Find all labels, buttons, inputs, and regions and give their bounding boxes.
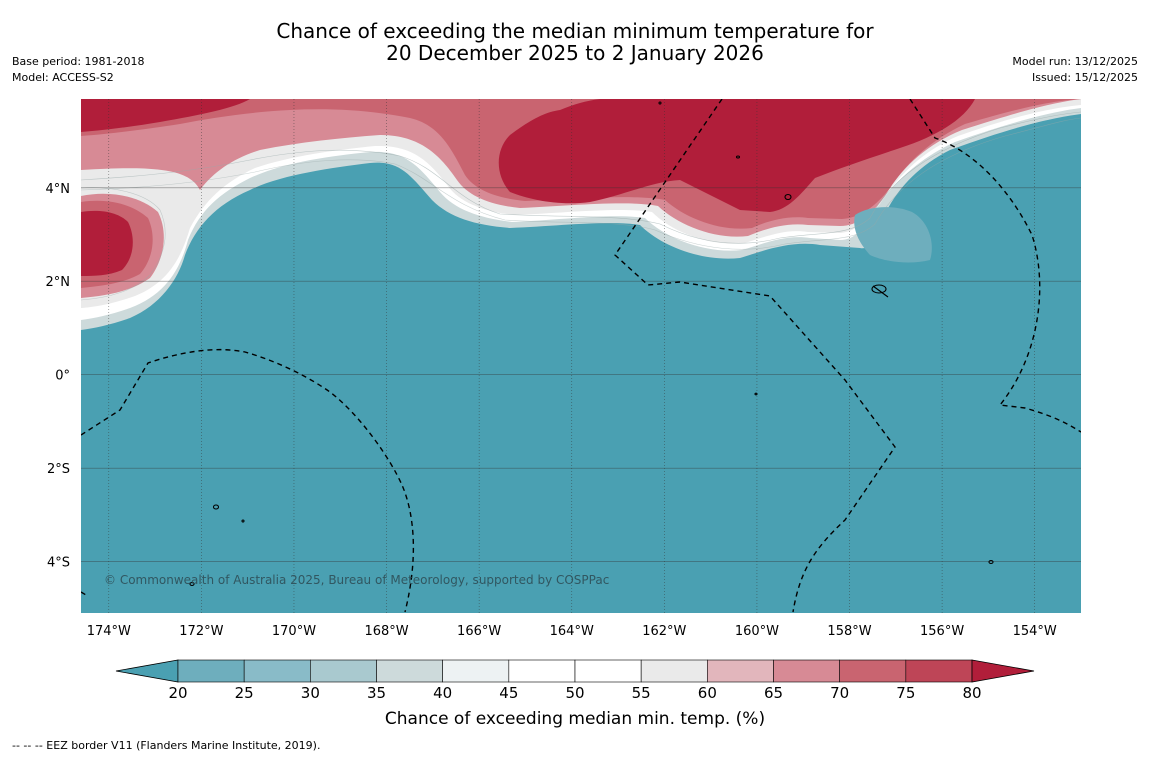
colorbar-segment <box>905 659 973 683</box>
colorbar-tick-label: 65 <box>763 684 784 702</box>
colorbar-segment <box>442 659 510 683</box>
colorbar-tick-label: 75 <box>896 684 916 702</box>
longitude-tick-label: 166°W <box>457 624 501 639</box>
contour-band-80 <box>455 99 1081 212</box>
west-warm-blob-core <box>81 210 133 276</box>
longitude-tick-label: 168°W <box>364 624 408 639</box>
colorbar-segment <box>177 659 245 683</box>
eez-border-phoenix <box>81 348 415 613</box>
colorbar-segment <box>773 659 840 683</box>
colorbar-segment <box>376 659 443 683</box>
eez-border-kiribati-line <box>614 99 896 613</box>
colorbar-segment <box>508 659 576 683</box>
contour-line-b <box>81 117 1081 250</box>
colorbar-segment <box>839 659 907 683</box>
island-small-2 <box>658 101 662 105</box>
longitude-tick-label: 154°W <box>1013 624 1057 639</box>
colorbar-segment <box>310 659 377 683</box>
colorbar-tick-label: 35 <box>366 684 387 702</box>
longitude-labels: 174°W 172°W 170°W 168°W 166°W 164°W 162°W 160°W… <box>87 624 1057 639</box>
longitude-tick-label: 156°W <box>920 624 964 639</box>
colorbar-under-arrow <box>115 659 179 683</box>
colorbar-segment <box>243 659 311 683</box>
longitude-tick-label: 174°W <box>87 624 131 639</box>
island-phoenix-1 <box>212 504 220 510</box>
colorbar <box>115 659 1035 683</box>
colorbar-over-arrow <box>971 659 1035 683</box>
island-phoenix-2 <box>241 519 245 523</box>
island-small-3 <box>754 392 758 396</box>
contour-band-80-west <box>81 99 250 132</box>
eez-border-east <box>909 99 1081 433</box>
colorbar-tick-label: 25 <box>234 684 254 702</box>
map-title-line-2: 20 December 2025 to 2 January 2026 <box>386 41 764 65</box>
graticule <box>81 99 1081 613</box>
eez-borders <box>81 99 1081 613</box>
copyright-notice: © Commonwealth of Australia 2025, Bureau… <box>104 573 609 587</box>
base-period: Base period: 1981-2018 <box>12 55 145 68</box>
colorbar-tick-label: 70 <box>830 684 850 702</box>
colorbar-segment <box>640 659 708 683</box>
colorbar-tick-label: 80 <box>962 684 982 702</box>
island-east-1 <box>988 559 994 565</box>
colorbar-tick-label: 40 <box>433 684 453 702</box>
latitude-tick-label: 2°S <box>47 462 70 477</box>
longitude-tick-label: 162°W <box>642 624 686 639</box>
island-malden <box>784 193 792 201</box>
longitude-tick-label: 172°W <box>179 624 223 639</box>
map-title-line-1: Chance of exceeding the median minimum t… <box>276 19 874 43</box>
cool-tongue-157w <box>854 207 932 263</box>
latitude-tick-label: 2°N <box>46 275 71 290</box>
colorbar-label: Chance of exceeding median min. temp. (%… <box>384 709 766 729</box>
metadata-right: Model run: 13/12/2025 Issued: 15/12/2025 <box>1012 54 1138 86</box>
colorbar-tick-label: 60 <box>697 684 717 702</box>
latitude-tick-label: 0° <box>55 369 70 384</box>
warm-anomaly-field <box>81 99 1081 330</box>
island-kiritimati-lagoon <box>872 285 889 298</box>
longitude-tick-label: 158°W <box>827 624 871 639</box>
eez-border-sw-corner <box>81 591 87 596</box>
longitude-tick-label: 170°W <box>272 624 316 639</box>
eez-footnote: -- -- -- EEZ border V11 (Flanders Marine… <box>12 739 321 752</box>
issued-date: Issued: 15/12/2025 <box>1031 71 1138 84</box>
island-kiritimati <box>871 284 887 294</box>
latitude-labels: 4°N 2°N 0° 2°S 4°S <box>46 182 71 571</box>
map-plot-area: © Commonwealth of Australia 2025, Bureau… <box>81 99 1081 613</box>
latitude-tick-label: 4°S <box>47 556 70 571</box>
colorbar-tick-label: 30 <box>300 684 320 702</box>
colorbar-tick-label: 55 <box>631 684 651 702</box>
model-run: Model run: 13/12/2025 <box>1012 55 1138 68</box>
colorbar-tick-label: 45 <box>499 684 519 702</box>
islands <box>189 101 994 587</box>
colorbar-tick-label: 20 <box>168 684 188 702</box>
island-phoenix-3 <box>189 581 195 587</box>
contour-line-a <box>81 111 1081 244</box>
model-name: Model: ACCESS-S2 <box>12 71 114 84</box>
colorbar-segment <box>574 659 642 683</box>
colorbar-segment <box>707 659 774 683</box>
longitude-tick-label: 160°W <box>735 624 779 639</box>
island-small-1 <box>735 155 741 159</box>
latitude-tick-label: 4°N <box>46 182 71 197</box>
metadata-left: Base period: 1981-2018 Model: ACCESS-S2 <box>12 54 144 86</box>
longitude-tick-label: 164°W <box>550 624 594 639</box>
colorbar-tick-label: 50 <box>565 684 585 702</box>
contour-line-c <box>81 187 166 301</box>
